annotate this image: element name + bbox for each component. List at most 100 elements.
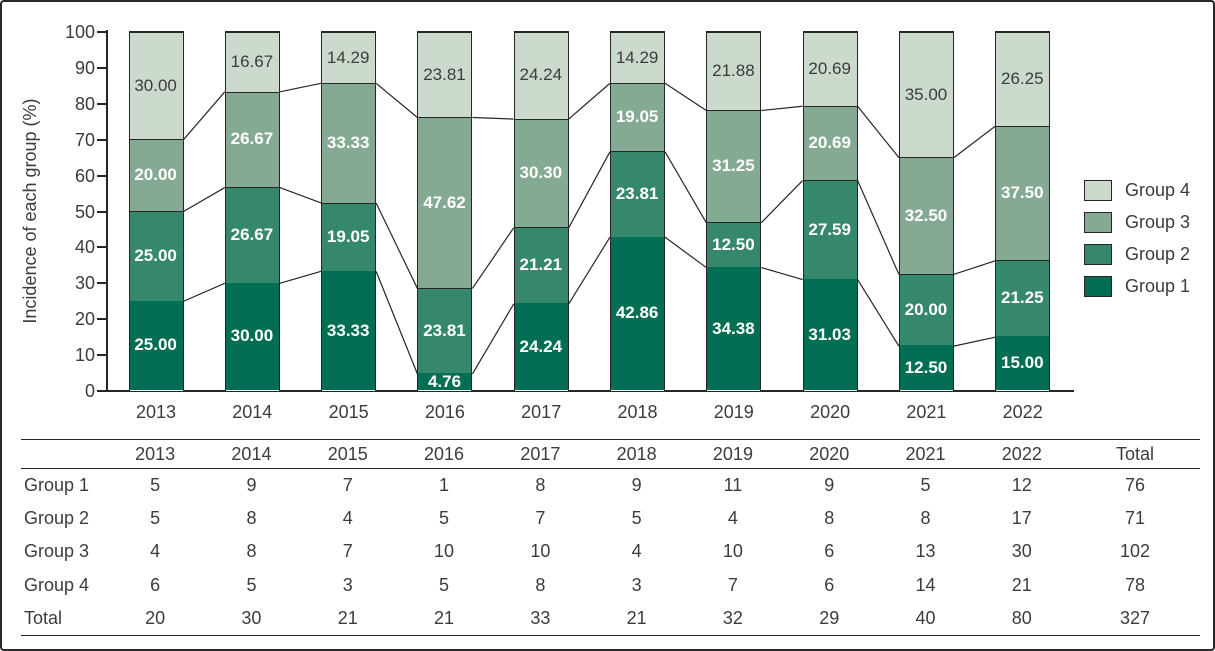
bar-segment-group-2-2021 bbox=[899, 273, 953, 346]
bar-2015: 33.33 19.05 33.33 14.29 bbox=[321, 31, 377, 392]
data-table: 2013 2014 2015 2016 2017 2018 2019 2020 2021 2022… bbox=[21, 439, 1200, 636]
table-cell: 10 bbox=[530, 541, 551, 562]
table-cell: 7 bbox=[342, 541, 353, 562]
bar-segment-group-2-2022 bbox=[996, 260, 1050, 337]
bar-segment-group-2-2016 bbox=[418, 287, 472, 374]
table-header-cell: 2017 bbox=[520, 443, 561, 464]
bar-2020: 31.03 27.59 20.69 20.69 bbox=[802, 31, 858, 392]
table-row-label: Group 1 bbox=[24, 474, 90, 495]
table-cell: 5 bbox=[150, 508, 161, 529]
table-cell: 21 bbox=[434, 608, 455, 628]
connector-line bbox=[375, 82, 418, 118]
bar-segment-group-2-2013 bbox=[129, 211, 183, 301]
legend-swatch-group-1 bbox=[1084, 275, 1112, 297]
table-cell: 14 bbox=[915, 574, 936, 595]
connector-line bbox=[760, 180, 804, 224]
connector-line bbox=[568, 236, 611, 305]
table-cell: 11 bbox=[723, 474, 743, 495]
x-tick-label-2016: 2016 bbox=[424, 402, 465, 422]
table-cell: 33 bbox=[530, 608, 551, 628]
y-tick-mark bbox=[97, 66, 107, 69]
bar-segment-group-1-2016 bbox=[418, 373, 472, 391]
connector-line bbox=[664, 82, 707, 112]
bar-segment-group-3-2022 bbox=[996, 126, 1050, 261]
x-tick-label-2017: 2017 bbox=[521, 402, 562, 422]
legend-item-group-2: Group 2 bbox=[1084, 243, 1190, 265]
bar-2014: 30.00 26.67 26.67 16.67 bbox=[224, 31, 280, 392]
connector-line bbox=[568, 82, 611, 120]
connector-line bbox=[953, 336, 996, 347]
bar-segment-group-4-2016 bbox=[418, 32, 472, 118]
table-cell: 327 bbox=[1119, 608, 1150, 628]
connector-line bbox=[183, 282, 226, 302]
y-tick-mark bbox=[97, 210, 107, 213]
bar-segment-group-2-2017 bbox=[514, 227, 568, 304]
bar-segment-group-2-2020 bbox=[803, 180, 857, 280]
table-cell: 4 bbox=[631, 541, 642, 562]
table-row-group-1: Group 1 5 9 7 1 8 9 11 9 5 12 76 bbox=[21, 469, 1200, 502]
table-cell: 30 bbox=[241, 608, 262, 628]
connector-line bbox=[279, 270, 322, 284]
table-cell: 8 bbox=[535, 474, 546, 495]
bar-segment-group-4-2014 bbox=[225, 31, 279, 92]
y-tick-label: 20 bbox=[74, 309, 95, 330]
y-tick-mark bbox=[97, 102, 107, 105]
table-row-label: Group 4 bbox=[24, 574, 90, 595]
table-header-cell: 2021 bbox=[905, 443, 946, 464]
bar-segment-group-3-2016 bbox=[418, 117, 472, 288]
table-cell: 8 bbox=[920, 508, 931, 529]
table-cell: 29 bbox=[819, 608, 840, 628]
table-cell: 102 bbox=[1119, 541, 1150, 562]
bar-segment-group-2-2014 bbox=[225, 187, 279, 283]
table-cell: 6 bbox=[824, 574, 835, 595]
table-row-label: Group 2 bbox=[24, 508, 90, 529]
y-tick-mark bbox=[97, 282, 107, 285]
table-cell: 9 bbox=[824, 474, 835, 495]
table-cell: 8 bbox=[246, 541, 257, 562]
table-cell: 5 bbox=[439, 574, 450, 595]
y-tick-label: 100 bbox=[64, 22, 95, 42]
y-tick-mark bbox=[97, 246, 107, 249]
table-row-group-4: Group 4 6 5 3 5 8 3 7 6 14 21 78 bbox=[21, 569, 1200, 602]
bar-segment-group-4-2019 bbox=[707, 31, 761, 111]
connector-line bbox=[279, 186, 322, 204]
table-cell: 13 bbox=[915, 541, 936, 562]
table-cell: 9 bbox=[631, 474, 642, 495]
table-header-cell: 2015 bbox=[327, 443, 368, 464]
y-tick-mark bbox=[97, 138, 107, 141]
data-table-wrap: 2013 2014 2015 2016 2017 2018 2019 2020 2021 2022… bbox=[21, 439, 1200, 636]
connector-line bbox=[472, 116, 514, 120]
x-tick-label-2013: 2013 bbox=[135, 402, 177, 422]
x-tick-label-2018: 2018 bbox=[617, 402, 658, 422]
table-cell: 78 bbox=[1124, 574, 1145, 595]
table-cell: 12 bbox=[1011, 474, 1032, 495]
bar-segment-group-4-2015 bbox=[322, 32, 376, 84]
connector-line bbox=[761, 105, 803, 112]
connector-line bbox=[375, 202, 418, 289]
bar-segment-group-1-2017 bbox=[514, 303, 568, 391]
table-cell: 32 bbox=[722, 608, 743, 628]
connector-line bbox=[857, 105, 900, 159]
table-cell: 4 bbox=[150, 541, 161, 562]
y-tick-label: 0 bbox=[84, 381, 95, 401]
x-tick-label-2019: 2019 bbox=[713, 402, 754, 422]
table-cell: 21 bbox=[337, 608, 358, 628]
bar-segment-group-1-2019 bbox=[707, 267, 761, 391]
bar-segment-group-4-2020 bbox=[803, 32, 857, 107]
x-tick-label-2020: 2020 bbox=[810, 402, 851, 422]
table-cell: 10 bbox=[434, 541, 455, 562]
bar-segment-group-1-2014 bbox=[225, 282, 279, 391]
bar-segment-group-3-2018 bbox=[611, 83, 664, 152]
legend-swatch-group-3 bbox=[1084, 211, 1112, 233]
y-tick-label: 10 bbox=[74, 345, 95, 366]
connector-line bbox=[664, 151, 707, 224]
table-row-label: Group 3 bbox=[24, 541, 90, 562]
table-header-cell: 2016 bbox=[424, 443, 465, 464]
bar-segment-group-4-2017 bbox=[514, 32, 568, 119]
table-cell: 5 bbox=[631, 508, 642, 529]
connector-line bbox=[761, 266, 803, 281]
bar-2019: 34.38 12.50 31.25 21.88 bbox=[706, 31, 762, 392]
legend-item-group-1: Group 1 bbox=[1084, 275, 1190, 297]
bar-segment-group-1-2020 bbox=[803, 279, 857, 391]
table-cell: 30 bbox=[1011, 541, 1032, 562]
